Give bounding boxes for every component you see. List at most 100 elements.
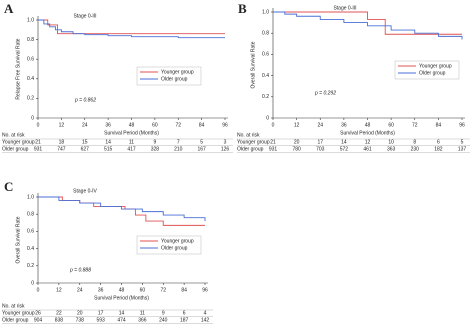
x-tick-label: 36: [105, 122, 111, 128]
risk-value: 747: [57, 146, 66, 152]
risk-value: 14: [105, 139, 111, 145]
risk-value: 3: [224, 139, 227, 145]
x-tick-label: 0: [37, 287, 40, 293]
risk-value: 20: [294, 139, 300, 145]
x-tick-label: 84: [436, 122, 442, 128]
risk-value: 904: [34, 317, 43, 323]
x-tick-label: 12: [59, 122, 65, 128]
annotation: p = 0.862: [74, 97, 96, 103]
risk-value: 11: [140, 310, 145, 316]
y-tick-label: 0: [31, 115, 34, 121]
risk-value: 137: [458, 146, 467, 152]
y-tick-label: 0.6: [27, 57, 34, 63]
risk-table-label: No. at risk: [2, 303, 25, 309]
legend-label: Older group: [161, 76, 188, 82]
survival-curve: [273, 11, 463, 40]
risk-value: 15: [82, 139, 88, 145]
risk-value: 20: [77, 310, 83, 316]
y-tick-label: 0.4: [27, 246, 34, 252]
risk-value: 14: [341, 139, 347, 145]
x-tick-label: 48: [365, 122, 371, 128]
legend-label: Older group: [161, 245, 188, 251]
legend-label: Younger group: [161, 69, 194, 75]
risk-value: 417: [127, 146, 136, 152]
risk-value: 142: [201, 317, 210, 323]
risk-value: 12: [365, 139, 371, 145]
legend-label: Younger group: [419, 63, 452, 69]
risk-value: 515: [104, 146, 113, 152]
risk-value: 17: [317, 139, 323, 145]
annotation: p = 0.292: [314, 90, 336, 96]
risk-value: 167: [197, 146, 206, 152]
risk-value: 461: [363, 146, 372, 152]
risk-row-label: Older group: [237, 146, 264, 152]
y-tick-label: 0.2: [27, 96, 34, 102]
x-tick-label: 0: [37, 122, 40, 128]
risk-value: 126: [221, 146, 230, 152]
y-tick-label: 0.4: [262, 73, 269, 79]
risk-value: 22: [56, 310, 62, 316]
x-tick-label: 60: [388, 122, 394, 128]
y-tick-label: 0.8: [27, 37, 34, 43]
x-tick-label: 24: [77, 287, 83, 293]
risk-value: 838: [55, 317, 64, 323]
risk-value: 366: [138, 317, 147, 323]
risk-value: 363: [387, 146, 396, 152]
risk-value: 8: [413, 139, 416, 145]
risk-value: 17: [98, 310, 104, 316]
x-tick-label: 96: [202, 287, 208, 293]
risk-value: 593: [96, 317, 105, 323]
y-axis-label: Overall Survival Rate: [250, 41, 256, 88]
x-tick-label: 72: [412, 122, 418, 128]
y-tick-label: 0.8: [262, 31, 269, 37]
x-axis-label: Survival Period (Months): [104, 130, 159, 136]
survival-curve: [38, 196, 206, 222]
x-tick-label: 84: [199, 122, 205, 128]
x-tick-label: 12: [56, 287, 62, 293]
x-tick-label: 60: [152, 122, 158, 128]
risk-value: 230: [411, 146, 420, 152]
risk-value: 9: [153, 139, 156, 145]
survival-curve: [38, 19, 225, 35]
x-tick-label: 12: [294, 122, 300, 128]
risk-value: 5: [200, 139, 203, 145]
risk-value: 26: [35, 310, 41, 316]
risk-value: 931: [269, 146, 278, 152]
x-tick-label: 72: [175, 122, 181, 128]
risk-table-label: No. at risk: [237, 132, 260, 138]
x-tick-label: 36: [98, 287, 104, 293]
y-tick-label: 0.6: [27, 229, 34, 235]
x-tick-label: 48: [129, 122, 135, 128]
risk-value: 21: [35, 139, 41, 145]
survival-curve: [273, 11, 462, 35]
x-tick-label: 0: [272, 122, 275, 128]
x-axis-label: Survival Period (Months): [340, 130, 395, 136]
x-tick-label: 96: [222, 122, 228, 128]
panel-label: A: [4, 1, 14, 16]
y-tick-label: 1.0: [27, 194, 34, 200]
risk-row-label: Older group: [2, 317, 29, 323]
y-tick-label: 0: [31, 280, 34, 286]
x-tick-label: 24: [317, 122, 323, 128]
x-tick-label: 24: [82, 122, 88, 128]
y-tick-label: 1.0: [27, 17, 34, 23]
risk-value: 627: [81, 146, 90, 152]
panel-label: C: [4, 179, 13, 194]
panel-label: B: [238, 1, 247, 16]
y-tick-label: 0.6: [262, 52, 269, 58]
y-axis-label: Relapse Free Survival Rate: [15, 38, 21, 99]
annotation: p = 0.888: [69, 267, 91, 273]
risk-value: 6: [437, 139, 440, 145]
risk-value: 18: [59, 139, 65, 145]
x-tick-label: 36: [341, 122, 347, 128]
risk-value: 240: [159, 317, 168, 323]
chart-title: Stage 0-III: [73, 13, 96, 19]
survival-curve: [38, 196, 205, 226]
legend-label: Younger group: [161, 238, 194, 244]
y-tick-label: 0: [266, 115, 269, 121]
risk-value: 187: [180, 317, 189, 323]
x-tick-label: 48: [119, 287, 125, 293]
x-tick-label: 96: [459, 122, 465, 128]
